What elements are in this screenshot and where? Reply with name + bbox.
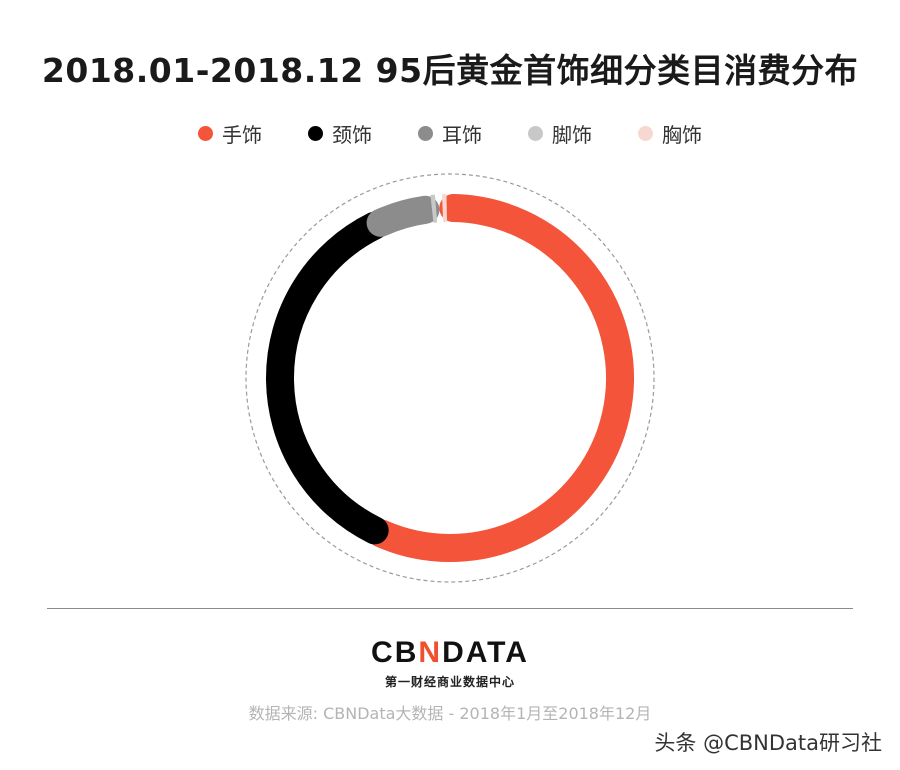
legend-swatch-hand [198, 126, 213, 141]
legend-item-chest: 胸饰 [638, 119, 702, 148]
legend-item-hand: 手饰 [198, 119, 262, 148]
legend-label-foot: 脚饰 [552, 123, 592, 147]
legend-item-ear: 耳饰 [418, 119, 482, 148]
legend-swatch-neck [308, 126, 323, 141]
data-source: 数据来源: CBNData大数据 - 2018年1月至2018年12月 [248, 704, 652, 723]
legend-swatch-ear [418, 126, 433, 141]
legend-label-hand: 手饰 [222, 123, 262, 147]
logo-subtitle: 第一财经商业数据中心 [384, 675, 515, 689]
slice-hand [366, 194, 634, 562]
legend-item-neck: 颈饰 [308, 119, 372, 148]
legend-label-neck: 颈饰 [332, 123, 372, 147]
logo-data: DATA [442, 636, 529, 669]
legend-swatch-chest [638, 126, 653, 141]
divider [47, 608, 853, 609]
legend-label-chest: 胸饰 [662, 123, 702, 147]
outer-dashed-ring [245, 173, 655, 583]
legend-item-foot: 脚饰 [528, 119, 592, 148]
watermark: 头条 @CBNData研习社 [654, 731, 882, 755]
slice-ear [366, 195, 440, 237]
legend-swatch-foot [528, 126, 543, 141]
legend: 手饰 颈饰 耳饰 脚饰 胸饰 [0, 119, 900, 148]
logo-n: N [418, 636, 443, 669]
logo-cb: CB [371, 636, 419, 669]
slice-neck [266, 211, 389, 545]
legend-label-ear: 耳饰 [442, 123, 482, 147]
cbndata-logo: CBNDATA [0, 636, 900, 670]
donut-slices [266, 194, 634, 562]
donut-chart [245, 173, 655, 583]
chart-title: 2018.01-2018.12 95后黄金首饰细分类目消费分布 [41, 51, 859, 90]
